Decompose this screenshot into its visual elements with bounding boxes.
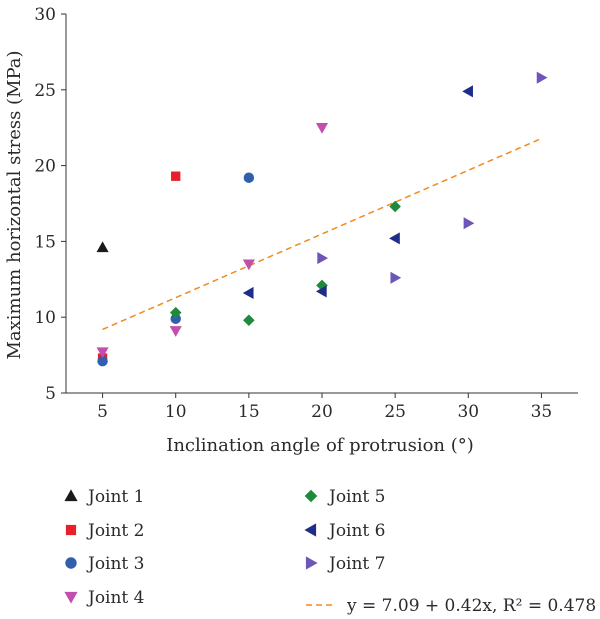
x-axis-label: Inclination angle of protrusion (°) xyxy=(166,435,474,456)
fit-line xyxy=(102,137,542,331)
legend-marker-joint-2 xyxy=(65,524,77,536)
legend-label-joint-3: Joint 3 xyxy=(86,554,145,574)
y-axis-label: Maximum horizontal stress (MPa) xyxy=(4,50,25,359)
data-point-joint-4 xyxy=(96,347,109,359)
legend-marker-joint-1 xyxy=(64,489,78,502)
legend-label-joint-5: Joint 5 xyxy=(327,487,386,507)
legend-label-joint-7: Joint 7 xyxy=(327,554,386,574)
legend-label-joint-4: Joint 4 xyxy=(86,588,145,608)
x-tick-label: 20 xyxy=(311,402,333,422)
data-point-joint-1 xyxy=(96,241,109,253)
data-point-joint-5 xyxy=(389,200,401,213)
data-point-joint-7 xyxy=(317,252,329,265)
data-point-joint-7 xyxy=(536,71,548,84)
y-tick-label: 25 xyxy=(34,81,56,101)
legend-label-joint-6: Joint 6 xyxy=(327,521,386,541)
data-point-joint-3 xyxy=(170,313,181,324)
y-tick-label: 10 xyxy=(34,308,56,328)
legend-label-joint-1: Joint 1 xyxy=(86,487,145,507)
legend-label-joint-2: Joint 2 xyxy=(86,521,145,541)
fit-line-layer xyxy=(102,137,542,331)
data-point-joint-5 xyxy=(243,314,255,327)
plot-axes: 5 10 15 20 25 30 35 5 10 15 20 25 30 xyxy=(34,5,578,422)
data-point-joint-2 xyxy=(171,171,181,181)
legend-marker-joint-5 xyxy=(304,489,318,503)
x-tick-label: 30 xyxy=(457,402,479,422)
data-point-joint-7 xyxy=(390,271,402,284)
y-tick-label: 30 xyxy=(34,5,56,25)
legend-label-fit: y = 7.09 + 0.42x, R² = 0.478 xyxy=(346,596,596,616)
x-tick-label: 15 xyxy=(238,402,260,422)
y-tick-label: 15 xyxy=(34,232,56,252)
legend: Joint 1 Joint 2 Joint 3 Joint 4 Joint 5 Joint… xyxy=(64,487,596,616)
data-points xyxy=(96,71,548,367)
data-point-joint-4 xyxy=(169,326,182,337)
y-tick-label: 5 xyxy=(45,384,56,404)
x-tick-label: 35 xyxy=(531,402,553,422)
legend-marker-joint-4 xyxy=(64,591,78,604)
x-tick-label: 5 xyxy=(97,402,108,422)
data-point-joint-7 xyxy=(463,217,475,230)
data-point-joint-6 xyxy=(315,285,327,298)
data-point-joint-6 xyxy=(242,286,254,299)
data-point-joint-4 xyxy=(242,259,255,271)
legend-marker-joint-3 xyxy=(65,557,77,569)
data-point-joint-6 xyxy=(462,85,473,98)
data-point-joint-3 xyxy=(243,172,255,183)
legend-marker-joint-6 xyxy=(304,523,317,537)
data-point-joint-6 xyxy=(389,232,400,245)
x-tick-label: 10 xyxy=(165,402,187,422)
data-point-joint-3 xyxy=(97,355,108,367)
legend-marker-joint-7 xyxy=(305,556,318,570)
y-tick-label: 20 xyxy=(34,157,56,177)
x-tick-label: 25 xyxy=(384,402,406,422)
data-point-joint-5 xyxy=(169,306,182,319)
data-point-joint-4 xyxy=(315,123,329,134)
